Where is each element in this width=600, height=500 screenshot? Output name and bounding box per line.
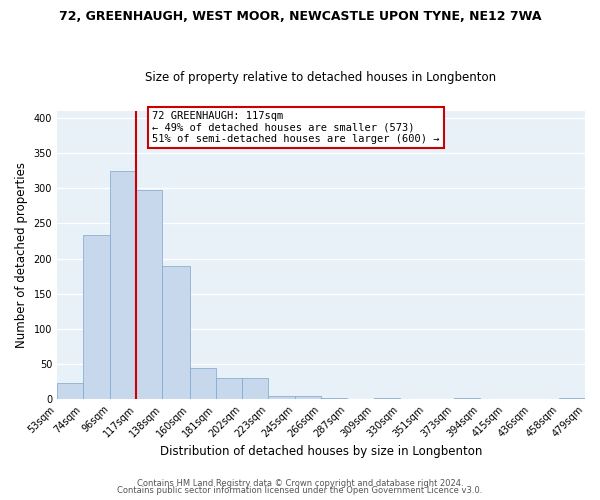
Y-axis label: Number of detached properties: Number of detached properties [15, 162, 28, 348]
Bar [374, 398, 400, 399]
X-axis label: Distribution of detached houses by size in Longbenton: Distribution of detached houses by size … [160, 444, 482, 458]
Bar [321, 398, 347, 399]
Bar [83, 236, 110, 399]
Bar [136, 190, 163, 399]
Bar [295, 396, 321, 399]
Bar [215, 378, 242, 399]
Text: Contains HM Land Registry data © Crown copyright and database right 2024.: Contains HM Land Registry data © Crown c… [137, 478, 463, 488]
Bar [57, 383, 83, 399]
Bar [268, 396, 295, 399]
Bar [163, 266, 190, 399]
Bar [190, 368, 215, 399]
Bar [454, 398, 479, 399]
Title: Size of property relative to detached houses in Longbenton: Size of property relative to detached ho… [145, 70, 497, 84]
Bar [559, 398, 585, 399]
Bar [242, 378, 268, 399]
Text: Contains public sector information licensed under the Open Government Licence v3: Contains public sector information licen… [118, 486, 482, 495]
Bar [110, 171, 136, 399]
Text: 72, GREENHAUGH, WEST MOOR, NEWCASTLE UPON TYNE, NE12 7WA: 72, GREENHAUGH, WEST MOOR, NEWCASTLE UPO… [59, 10, 541, 23]
Text: 72 GREENHAUGH: 117sqm
← 49% of detached houses are smaller (573)
51% of semi-det: 72 GREENHAUGH: 117sqm ← 49% of detached … [152, 111, 440, 144]
